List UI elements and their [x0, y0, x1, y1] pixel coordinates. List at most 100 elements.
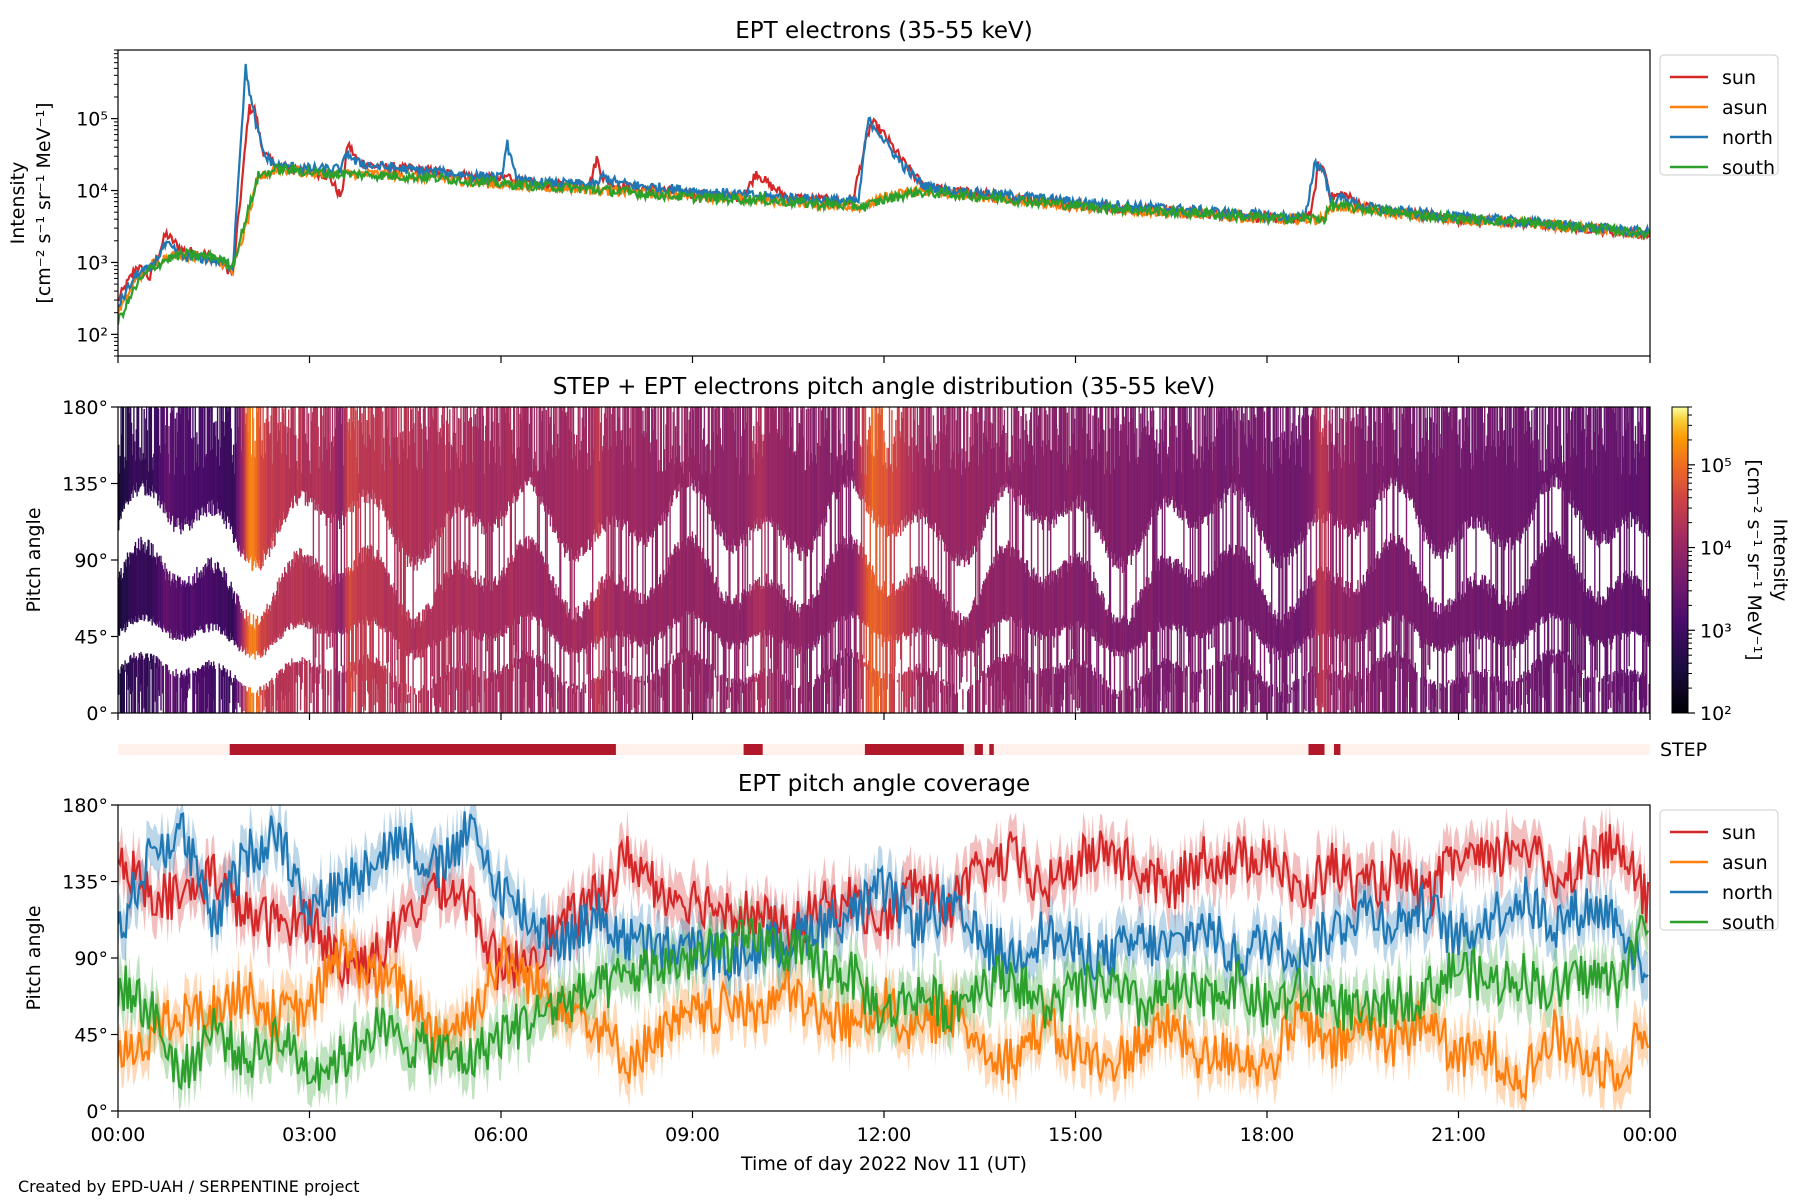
pad-heatmap-cell [500, 671, 502, 709]
pad-heatmap-cell [768, 407, 770, 521]
pad-heatmap-cell [244, 424, 247, 562]
pad-heatmap-cell [963, 407, 966, 568]
pad-heatmap-cell [983, 420, 986, 527]
pad-heatmap-cell [147, 657, 149, 713]
pad-heatmap-cell [1429, 597, 1432, 646]
pad-heatmap-cell [1329, 665, 1331, 681]
pad-heatmap-cell [133, 554, 135, 620]
pad-heatmap-cell [1397, 466, 1400, 489]
pad-heatmap-cell [1508, 680, 1511, 704]
pad-heatmap-cell [987, 665, 990, 713]
pad-heatmap-cell [1531, 665, 1533, 713]
pad-heatmap-cell [1440, 407, 1443, 552]
pad-heatmap-cell [698, 660, 700, 713]
pad-heatmap-cell [445, 572, 448, 638]
pad-heatmap-cell [1446, 605, 1448, 653]
pad-heatmap-cell [1308, 672, 1310, 713]
pad-heatmap-cell [868, 561, 871, 680]
pad-heatmap-cell [1307, 415, 1310, 523]
pad-heatmap-cell [1089, 565, 1092, 713]
pad-heatmap-cell [293, 662, 295, 713]
pad-heatmap-cell [1523, 434, 1526, 527]
pad-heatmap-cell [1198, 670, 1200, 689]
pad-heatmap-cell [1141, 407, 1144, 532]
pad-heatmap-cell [1271, 441, 1273, 713]
pad-heatmap-cell [1468, 672, 1470, 694]
pad-heatmap-cell [1592, 407, 1594, 531]
pad-heatmap-cell [726, 678, 729, 700]
pad-heatmap-cell [143, 409, 145, 487]
pad-heatmap-cell [1648, 603, 1650, 644]
pad-heatmap-cell [749, 595, 752, 638]
pad-heatmap-cell [939, 407, 942, 535]
pad-heatmap-cell [1156, 429, 1158, 713]
pad-heatmap-cell [720, 444, 722, 537]
pad-heatmap-cell [521, 546, 524, 617]
pad-heatmap-cell [1586, 436, 1588, 531]
pad-heatmap-cell [1363, 583, 1365, 713]
pad-heatmap-cell [1045, 575, 1047, 637]
pad-heatmap-cell [1058, 567, 1061, 636]
pad-heatmap-cell [501, 407, 503, 527]
pad-heatmap-cell [1602, 596, 1605, 647]
pad-heatmap-cell [868, 660, 870, 713]
pad-heatmap-cell [1040, 446, 1042, 516]
pad-heatmap-cell [877, 676, 879, 713]
pad-heatmap-cell [305, 661, 307, 713]
pad-heatmap-cell [627, 407, 629, 522]
pad-heatmap-cell [255, 619, 257, 652]
pad-heatmap-cell [1468, 584, 1470, 637]
pad-heatmap-cell [575, 444, 577, 556]
pad-heatmap-cell [534, 451, 536, 486]
pad-heatmap-cell [1294, 680, 1296, 713]
pad-heatmap-cell [1203, 571, 1205, 690]
pad-heatmap-cell [1232, 556, 1235, 713]
pad-heatmap-cell [299, 549, 302, 625]
pad-heatmap-cell [1042, 455, 1045, 713]
pad-heatmap-cell [1306, 407, 1309, 523]
pad-heatmap-cell [369, 407, 371, 713]
pad-heatmap-cell [212, 666, 214, 713]
pad-heatmap-cell [1347, 679, 1349, 713]
pad-heatmap-cell [215, 568, 217, 630]
pad-heatmap-cell [1455, 407, 1457, 713]
pad-heatmap-cell [1582, 407, 1584, 671]
pad-heatmap-cell [169, 674, 172, 713]
pad-heatmap-cell [472, 426, 474, 527]
pad-heatmap-cell [1115, 407, 1117, 563]
pad-heatmap-cell [236, 595, 239, 648]
pad-heatmap-cell [194, 407, 196, 510]
pad-heatmap-cell [955, 468, 957, 558]
pad-heatmap-cell [444, 577, 446, 636]
pad-heatmap-cell [1621, 582, 1623, 631]
pad-heatmap-cell [1614, 588, 1616, 636]
step-interval [1334, 744, 1341, 755]
pad-heatmap-cell [919, 566, 921, 629]
pad-heatmap-cell [145, 653, 147, 713]
pad-heatmap-cell [1294, 465, 1297, 549]
pad-heatmap-cell [450, 569, 453, 713]
pad-heatmap-cell [517, 447, 519, 500]
pad-heatmap-cell [193, 672, 195, 713]
pad-heatmap-cell [600, 577, 603, 637]
pad-heatmap-cell [140, 536, 142, 620]
pad-heatmap-cell [171, 410, 173, 516]
pad-heatmap-cell [564, 407, 566, 558]
pad-heatmap-cell [1090, 581, 1093, 629]
pad-heatmap-cell [813, 407, 815, 536]
pad-heatmap-cell [1239, 473, 1241, 713]
pad-heatmap-cell [1211, 407, 1213, 648]
pad-heatmap-cell [122, 573, 125, 629]
pad-heatmap-cell [170, 581, 173, 634]
pad-heatmap-cell [694, 547, 696, 616]
pad-heatmap-cell [926, 671, 928, 713]
pad-heatmap-cell [1138, 603, 1140, 649]
pad-heatmap-cell [1259, 672, 1261, 690]
pad-heatmap-cell [916, 566, 919, 633]
pad-heatmap-cell [534, 545, 536, 618]
pad-heatmap-cell [1266, 681, 1268, 713]
pad-heatmap-cell [1089, 407, 1092, 509]
pad-heatmap-cell [478, 678, 481, 703]
pad-heatmap-cell [1002, 553, 1005, 620]
pad-heatmap-cell [588, 407, 591, 550]
